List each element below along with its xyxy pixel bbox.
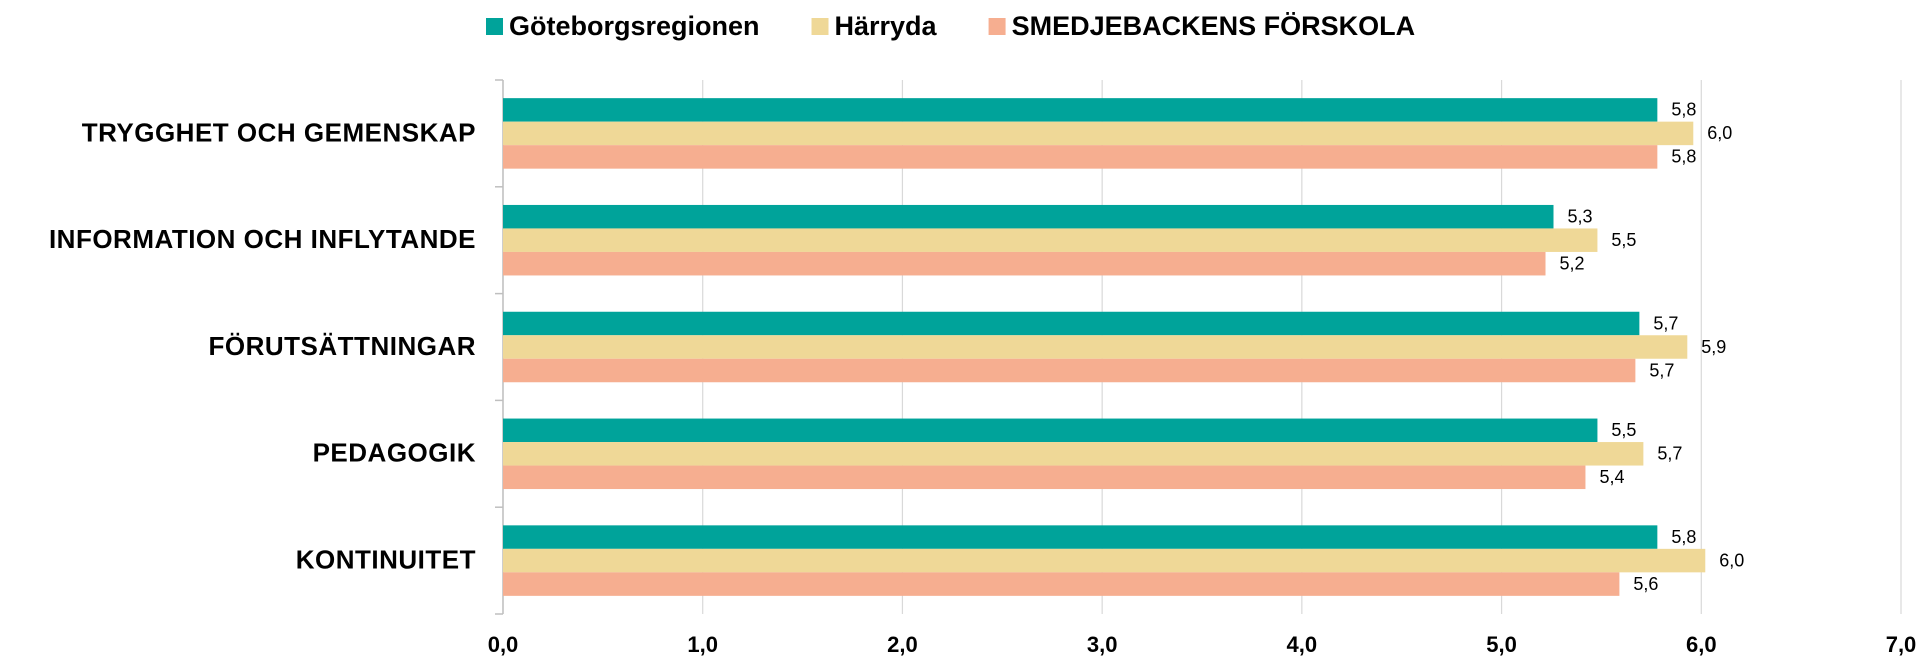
value-label: 5,8 [1671, 527, 1696, 547]
value-label: 5,7 [1649, 360, 1674, 380]
value-label: 5,7 [1657, 444, 1682, 464]
bar [503, 251, 1546, 276]
bar [503, 204, 1554, 229]
x-tick-label: 7,0 [1886, 632, 1917, 657]
bar [503, 442, 1644, 466]
value-label: 5,5 [1611, 230, 1636, 250]
value-label: 5,3 [1567, 206, 1592, 226]
category-label: INFORMATION OCH INFLYTANDE [49, 224, 476, 254]
x-tick-label: 0,0 [488, 632, 519, 657]
value-label: 5,4 [1599, 467, 1624, 487]
bar [503, 465, 1586, 490]
x-tick-label: 2,0 [887, 632, 918, 657]
bar [503, 418, 1598, 443]
value-label: 5,8 [1671, 147, 1696, 167]
value-label: 5,2 [1560, 253, 1585, 273]
value-label: 5,8 [1671, 100, 1696, 120]
bar [503, 98, 1658, 122]
category-label: PEDAGOGIK [313, 438, 476, 468]
x-tick-label: 4,0 [1287, 632, 1318, 657]
legend-label: Göteborgsregionen [509, 11, 760, 41]
bar [503, 228, 1598, 252]
bar [503, 572, 1620, 596]
category-label: TRYGGHET OCH GEMENSKAP [82, 117, 476, 147]
value-label: 5,7 [1653, 313, 1678, 333]
bar [503, 335, 1688, 359]
bar [503, 145, 1658, 169]
bar [503, 358, 1636, 383]
bar [503, 311, 1640, 336]
x-tick-label: 5,0 [1486, 632, 1517, 657]
bar [503, 525, 1658, 549]
value-label: 6,0 [1707, 123, 1732, 143]
bar [503, 121, 1694, 146]
x-tick-label: 6,0 [1686, 632, 1717, 657]
value-label: 5,6 [1633, 574, 1658, 594]
category-label: FÖRUTSÄTTNINGAR [209, 331, 476, 361]
value-label: 5,9 [1701, 337, 1726, 357]
value-label: 5,5 [1611, 420, 1636, 440]
legend-swatch [811, 18, 829, 35]
category-label: KONTINUITET [296, 544, 476, 574]
legend-label: SMEDJEBACKENS FÖRSKOLA [1012, 11, 1416, 41]
x-tick-label: 1,0 [687, 632, 718, 657]
legend-swatch [988, 18, 1006, 35]
x-tick-label: 3,0 [1087, 632, 1118, 657]
value-label: 6,0 [1719, 550, 1744, 570]
legend-label: Härryda [835, 11, 938, 41]
legend-swatch [486, 18, 503, 35]
bar [503, 548, 1706, 573]
